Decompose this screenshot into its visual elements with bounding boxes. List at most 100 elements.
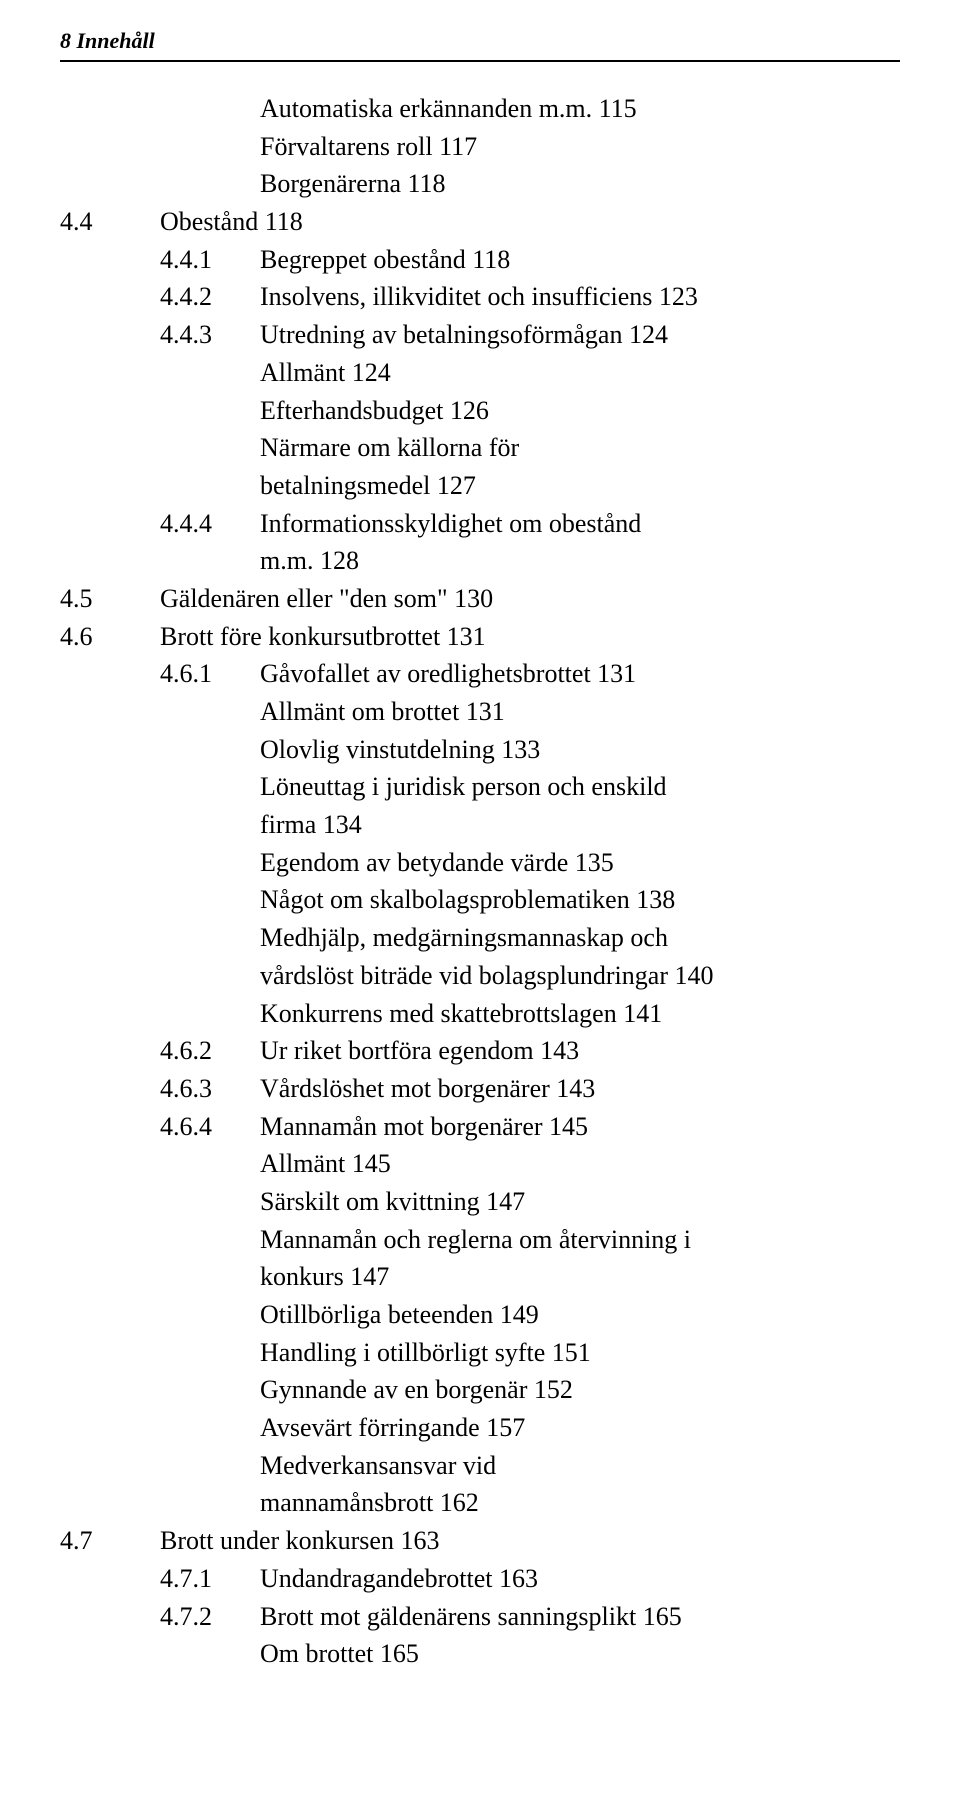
toc-line: Löneuttag i juridisk person och enskild: [60, 768, 900, 806]
toc-subsection-number: 4.6.1: [160, 655, 260, 693]
toc-entry-text: betalningsmedel 127: [260, 467, 900, 505]
toc-entry-text: Om brottet 165: [260, 1635, 900, 1673]
toc-line: Något om skalbolagsproblematiken 138: [60, 881, 900, 919]
toc-entry-text: Borgenärerna 118: [260, 165, 900, 203]
toc-entry-text: Utredning av betalningsoförmågan 124: [260, 316, 900, 354]
toc-line: Allmänt 124: [60, 354, 900, 392]
toc-subsection-number: 4.4.3: [160, 316, 260, 354]
toc-line: 4.6.4Mannamån mot borgenärer 145: [60, 1108, 900, 1146]
toc-line: 4.4Obestånd 118: [60, 203, 900, 241]
toc-entry-text: Undandragandebrottet 163: [260, 1560, 900, 1598]
toc-subsection-number: 4.6.3: [160, 1070, 260, 1108]
toc-line: Avsevärt förringande 157: [60, 1409, 900, 1447]
toc-entry-text: Automatiska erkännanden m.m. 115: [260, 90, 900, 128]
toc-line: 4.4.4Informationsskyldighet om obestånd: [60, 505, 900, 543]
toc-entry-text: Konkurrens med skattebrottslagen 141: [260, 995, 900, 1033]
toc-line: mannamånsbrott 162: [60, 1484, 900, 1522]
toc-entry-text: Olovlig vinstutdelning 133: [260, 731, 900, 769]
toc-section-number: 4.4: [60, 203, 160, 241]
toc-entry-text: Medhjälp, medgärningsmannaskap och: [260, 919, 900, 957]
toc-line: 4.6.1Gåvofallet av oredlighetsbrottet 13…: [60, 655, 900, 693]
toc-line: vårdslöst biträde vid bolagsplundringar …: [60, 957, 900, 995]
toc-line: 4.4.1Begreppet obestånd 118: [60, 241, 900, 279]
toc-entry-text: mannamånsbrott 162: [260, 1484, 900, 1522]
toc-entry-text: Mannamån och reglerna om återvinning i: [260, 1221, 900, 1259]
toc-entry-text: Otillbörliga beteenden 149: [260, 1296, 900, 1334]
toc-line: Förvaltarens roll 117: [60, 128, 900, 166]
page-header: 8 Innehåll: [60, 28, 900, 54]
toc-line: 4.6Brott före konkursutbrottet 131: [60, 618, 900, 656]
toc-entry-text: Begreppet obestånd 118: [260, 241, 900, 279]
toc-entry-text: Medverkansansvar vid: [260, 1447, 900, 1485]
toc-line: betalningsmedel 127: [60, 467, 900, 505]
toc-entry-text: Brott mot gäldenärens sanningsplikt 165: [260, 1598, 900, 1636]
toc-line: 4.6.2Ur riket bortföra egendom 143: [60, 1032, 900, 1070]
toc-section-number: 4.6: [60, 618, 160, 656]
toc-subsection-number: 4.6.4: [160, 1108, 260, 1146]
toc-entry-text: Informationsskyldighet om obestånd: [260, 505, 900, 543]
toc-entry-text: Vårdslöshet mot borgenärer 143: [260, 1070, 900, 1108]
toc-line: 4.4.2Insolvens, illikviditet och insuffi…: [60, 278, 900, 316]
header-rule: [60, 60, 900, 62]
toc-entry-text: Ur riket bortföra egendom 143: [260, 1032, 900, 1070]
toc-line: konkurs 147: [60, 1258, 900, 1296]
toc-line: Allmänt 145: [60, 1145, 900, 1183]
toc-entry-text: vårdslöst biträde vid bolagsplundringar …: [260, 957, 900, 995]
toc-entry-text: Förvaltarens roll 117: [260, 128, 900, 166]
toc-line: Allmänt om brottet 131: [60, 693, 900, 731]
toc-entry-text: Något om skalbolagsproblematiken 138: [260, 881, 900, 919]
toc-line: Otillbörliga beteenden 149: [60, 1296, 900, 1334]
toc-entry-text: Allmänt 145: [260, 1145, 900, 1183]
toc-line: 4.4.3Utredning av betalningsoförmågan 12…: [60, 316, 900, 354]
toc-line: Konkurrens med skattebrottslagen 141: [60, 995, 900, 1033]
toc-entry-text: Gäldenären eller "den som" 130: [160, 580, 900, 618]
toc-entry-text: firma 134: [260, 806, 900, 844]
toc-line: Medhjälp, medgärningsmannaskap och: [60, 919, 900, 957]
toc-entry-text: Särskilt om kvittning 147: [260, 1183, 900, 1221]
toc-line: Olovlig vinstutdelning 133: [60, 731, 900, 769]
toc-entry-text: Egendom av betydande värde 135: [260, 844, 900, 882]
toc-line: 4.6.3Vårdslöshet mot borgenärer 143: [60, 1070, 900, 1108]
toc-entry-text: Handling i otillbörligt syfte 151: [260, 1334, 900, 1372]
toc-entry-text: Efterhandsbudget 126: [260, 392, 900, 430]
toc-line: Om brottet 165: [60, 1635, 900, 1673]
toc-entry-text: Obestånd 118: [160, 203, 900, 241]
toc-line: 4.7.1Undandragandebrottet 163: [60, 1560, 900, 1598]
toc-line: Egendom av betydande värde 135: [60, 844, 900, 882]
toc-line: Gynnande av en borgenär 152: [60, 1371, 900, 1409]
toc-entry-text: Löneuttag i juridisk person och enskild: [260, 768, 900, 806]
page-container: 8 Innehåll Automatiska erkännanden m.m. …: [0, 0, 960, 1794]
toc-line: Handling i otillbörligt syfte 151: [60, 1334, 900, 1372]
toc-line: Mannamån och reglerna om återvinning i: [60, 1221, 900, 1259]
toc-body: Automatiska erkännanden m.m. 115Förvalta…: [60, 90, 900, 1673]
toc-line: m.m. 128: [60, 542, 900, 580]
toc-line: Efterhandsbudget 126: [60, 392, 900, 430]
toc-section-number: 4.5: [60, 580, 160, 618]
toc-entry-text: konkurs 147: [260, 1258, 900, 1296]
toc-entry-text: Avsevärt förringande 157: [260, 1409, 900, 1447]
toc-line: Särskilt om kvittning 147: [60, 1183, 900, 1221]
toc-entry-text: Allmänt om brottet 131: [260, 693, 900, 731]
toc-line: Medverkansansvar vid: [60, 1447, 900, 1485]
toc-line: Borgenärerna 118: [60, 165, 900, 203]
toc-entry-text: Gynnande av en borgenär 152: [260, 1371, 900, 1409]
toc-line: firma 134: [60, 806, 900, 844]
toc-line: 4.7Brott under konkursen 163: [60, 1522, 900, 1560]
toc-entry-text: Allmänt 124: [260, 354, 900, 392]
toc-subsection-number: 4.4.4: [160, 505, 260, 543]
toc-entry-text: Gåvofallet av oredlighetsbrottet 131: [260, 655, 900, 693]
toc-line: 4.7.2Brott mot gäldenärens sanningsplikt…: [60, 1598, 900, 1636]
toc-subsection-number: 4.4.1: [160, 241, 260, 279]
toc-line: 4.5Gäldenären eller "den som" 130: [60, 580, 900, 618]
toc-entry-text: m.m. 128: [260, 542, 900, 580]
toc-subsection-number: 4.7.2: [160, 1598, 260, 1636]
toc-line: Närmare om källorna för: [60, 429, 900, 467]
toc-subsection-number: 4.7.1: [160, 1560, 260, 1598]
toc-line: Automatiska erkännanden m.m. 115: [60, 90, 900, 128]
toc-subsection-number: 4.6.2: [160, 1032, 260, 1070]
toc-entry-text: Mannamån mot borgenärer 145: [260, 1108, 900, 1146]
toc-entry-text: Insolvens, illikviditet och insufficiens…: [260, 278, 900, 316]
toc-subsection-number: 4.4.2: [160, 278, 260, 316]
toc-entry-text: Brott före konkursutbrottet 131: [160, 618, 900, 656]
toc-entry-text: Brott under konkursen 163: [160, 1522, 900, 1560]
